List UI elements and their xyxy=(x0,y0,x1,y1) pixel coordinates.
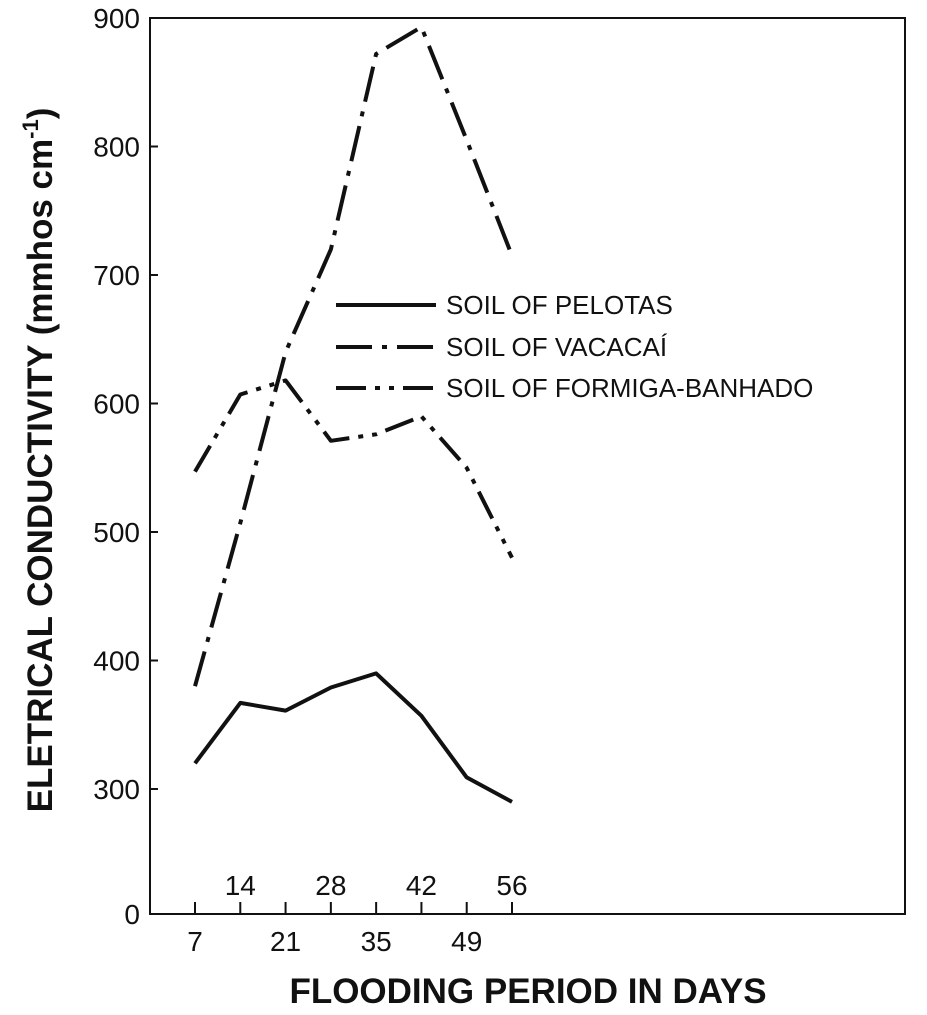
y-axis-title: ELETRICAL CONDUCTIVITY (mmhos cm-1) xyxy=(18,108,60,813)
x-tick-label: 14 xyxy=(225,870,256,901)
y-axis-title-close: ) xyxy=(21,108,60,120)
series-line-soil-of-pelotas xyxy=(193,671,513,804)
y-tick-label: 400 xyxy=(93,646,140,677)
x-tick-label: 35 xyxy=(361,926,392,957)
y-axis-ticks: 0 300 400 500 600 700 800 900 xyxy=(93,3,158,930)
series-lines xyxy=(193,25,514,804)
y-tick-label: 800 xyxy=(93,132,140,163)
legend: SOIL OF PELOTAS SOIL OF VACACAÍ SOIL OF FO… xyxy=(336,290,813,403)
y-tick-label: 700 xyxy=(93,260,140,291)
x-tick-label: 21 xyxy=(270,926,301,957)
x-tick-label: 28 xyxy=(315,870,346,901)
x-tick-label: 56 xyxy=(496,870,527,901)
y-tick-label: 600 xyxy=(93,389,140,420)
y-tick-label: 300 xyxy=(93,774,140,805)
y-axis-title-main: ELETRICAL CONDUCTIVITY (mmhos cm xyxy=(21,139,60,813)
x-axis-ticks: 7 21 35 49 14 28 42 56 xyxy=(187,870,527,957)
plot-border xyxy=(149,17,906,915)
x-axis-title: FLOODING PERIOD IN DAYS xyxy=(289,972,766,1011)
y-tick-label: 900 xyxy=(93,3,140,34)
y-tick-label: 0 xyxy=(124,899,140,930)
series-line-soil-of-vacaca xyxy=(193,25,514,687)
x-tick-label: 42 xyxy=(406,870,437,901)
series-line-soil-of-formiga-banhado xyxy=(193,378,514,559)
x-tick-label: 49 xyxy=(451,926,482,957)
plot-frame xyxy=(149,17,906,915)
y-tick-label: 500 xyxy=(93,517,140,548)
legend-label-soil-of-formiga-banhado: SOIL OF FORMIGA-BANHADO xyxy=(446,373,813,403)
legend-label-soil-of-pelotas: SOIL OF PELOTAS xyxy=(446,290,673,320)
y-axis-title-superscript: -1 xyxy=(18,119,43,139)
x-tick-label: 7 xyxy=(187,926,203,957)
legend-label-soil-of-vacaca: SOIL OF VACACAÍ xyxy=(446,332,668,362)
